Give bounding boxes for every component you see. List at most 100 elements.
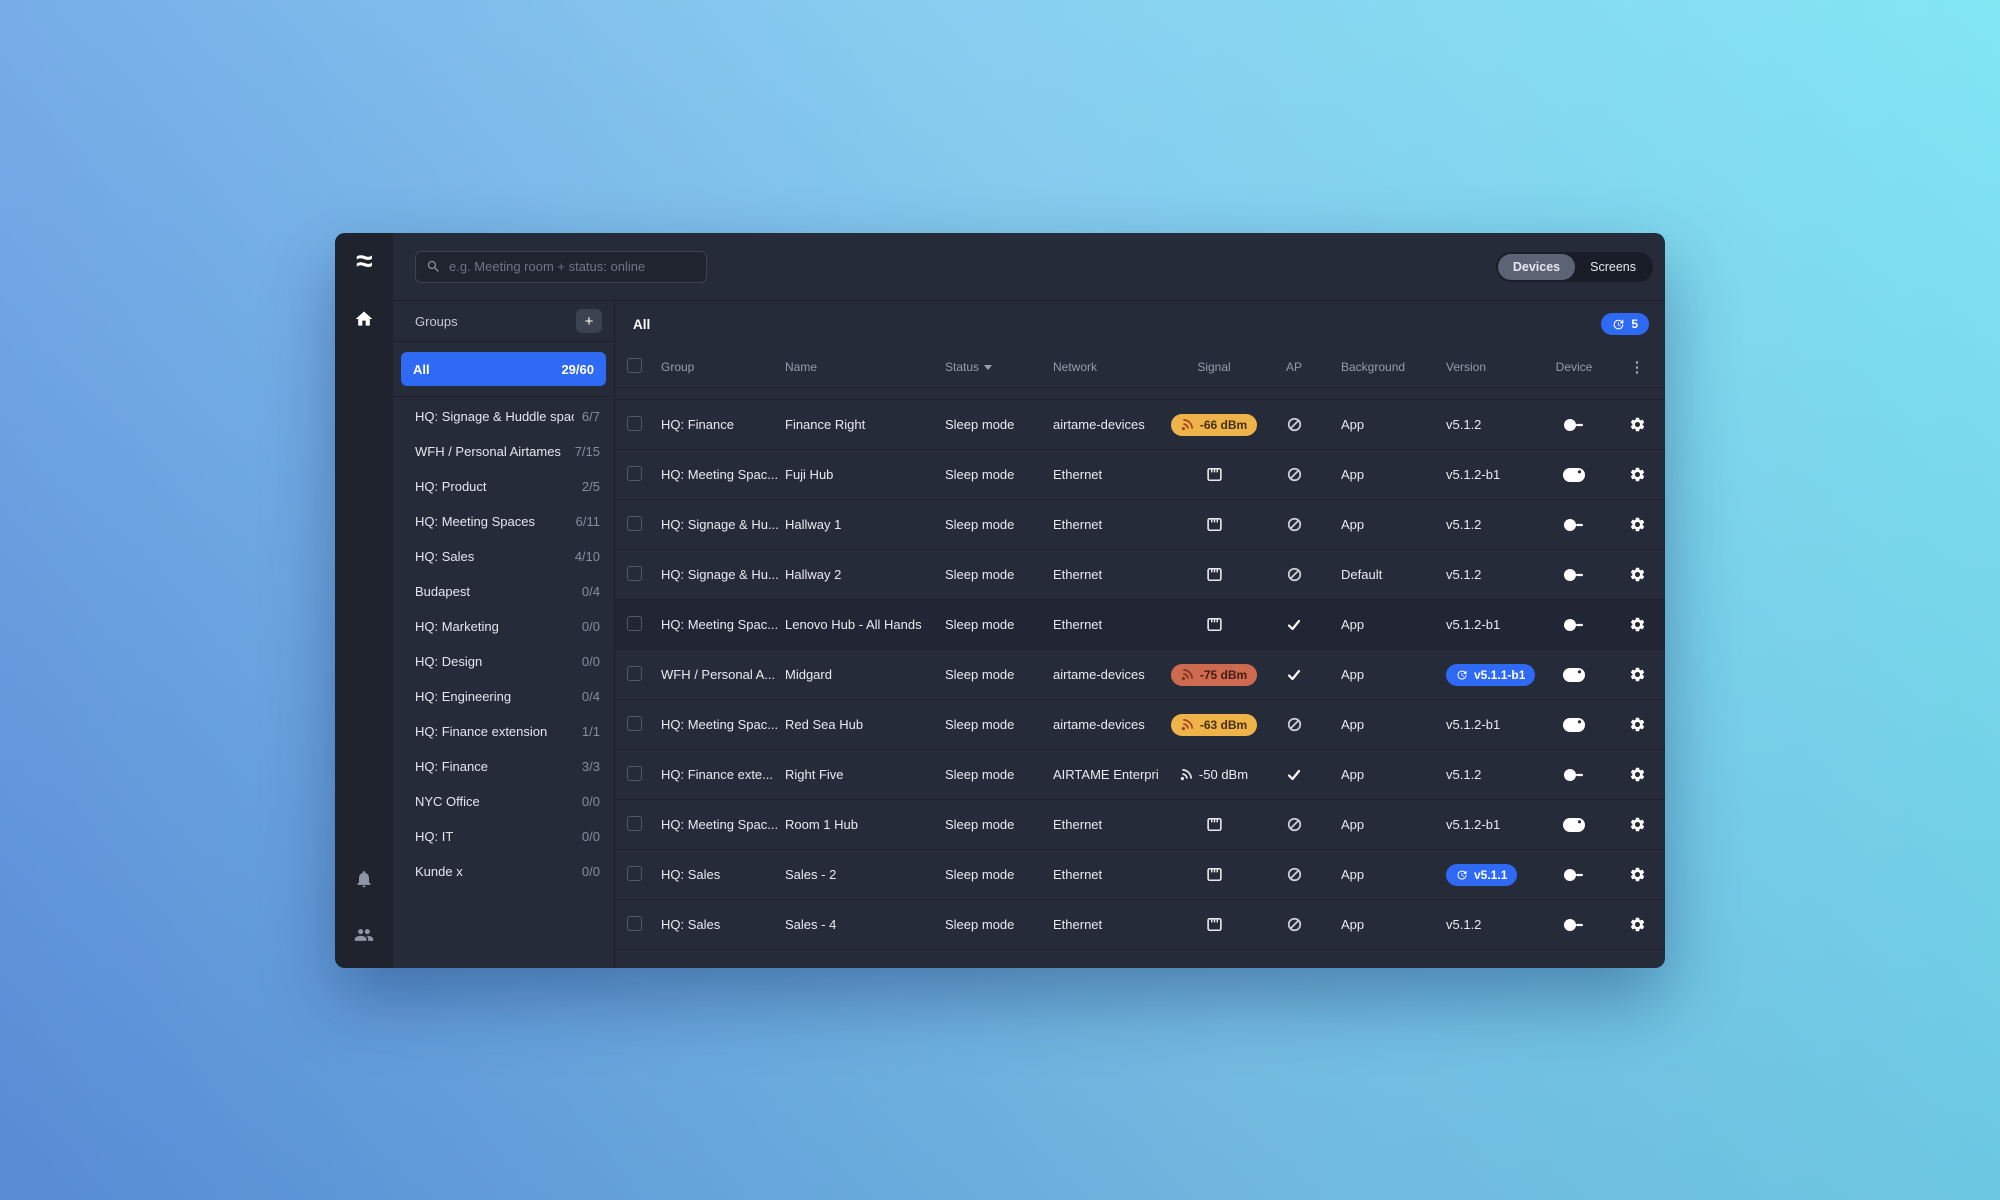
group-item[interactable]: HQ: Sales 4/10 — [415, 549, 600, 564]
group-item-all[interactable]: All 29/60 — [401, 352, 606, 386]
ethernet-icon — [1206, 617, 1222, 632]
group-item[interactable]: HQ: Engineering 0/4 — [415, 689, 600, 704]
select-all-checkbox[interactable] — [627, 358, 642, 373]
col-header-network[interactable]: Network — [1053, 360, 1098, 374]
blocked-icon — [1287, 817, 1301, 832]
groups-list: HQ: Signage & Huddle spaces 6/7 WFH / Per… — [393, 397, 614, 889]
group-all-label: All — [413, 361, 430, 377]
blocked-icon — [1287, 717, 1301, 732]
sort-caret-icon — [984, 365, 993, 371]
notifications-bell-icon[interactable] — [335, 869, 393, 889]
group-item[interactable]: HQ: Design 0/0 — [415, 654, 600, 669]
table-row[interactable]: HQ: Finance Finance Right Sleep mode air… — [615, 399, 1665, 449]
kebab-menu-icon[interactable]: ⋮ — [1629, 359, 1645, 376]
settings-gear-icon[interactable] — [1629, 866, 1646, 883]
table-row[interactable]: HQ: Meeting Spac... Red Sea Hub Sleep mo… — [615, 699, 1665, 749]
home-icon[interactable] — [335, 309, 393, 329]
table-row[interactable]: HQ: Sales Sales - 4 Sleep mode Ethernet … — [615, 899, 1665, 949]
table-row[interactable]: HQ: Signage & Hu... Hallway 1 Sleep mode… — [615, 499, 1665, 549]
search-box[interactable] — [415, 250, 707, 283]
settings-gear-icon[interactable] — [1629, 566, 1646, 583]
blocked-icon — [1287, 567, 1301, 582]
signal-badge: -63 dBm — [1170, 713, 1258, 736]
signal-value: -50 dBm — [1180, 767, 1248, 782]
toggle-screens[interactable]: Screens — [1590, 259, 1636, 274]
settings-gear-icon[interactable] — [1629, 466, 1646, 483]
group-item[interactable]: NYC Office 0/0 — [415, 794, 600, 809]
blocked-icon — [1287, 517, 1301, 532]
table-row[interactable]: HQ: Meeting Spac... Room 1 Hub Sleep mod… — [615, 799, 1665, 849]
update-icon — [1457, 670, 1467, 679]
table-row[interactable]: HQ: Signage & Hu... Hallway 2 Sleep mode… — [615, 549, 1665, 599]
divider — [615, 387, 1665, 399]
group-item[interactable]: WFH / Personal Airtames 7/15 — [415, 444, 600, 459]
device-dongle-icon — [1564, 568, 1583, 581]
settings-gear-icon[interactable] — [1629, 916, 1646, 933]
divider — [393, 396, 614, 397]
ethernet-icon — [1206, 867, 1222, 882]
table-row[interactable]: HQ: Finance exte... Right Five Sleep mod… — [615, 749, 1665, 799]
settings-gear-icon[interactable] — [1629, 616, 1646, 633]
update-icon — [1613, 319, 1624, 329]
col-header-device[interactable]: Device — [1555, 360, 1593, 374]
ethernet-icon — [1206, 917, 1222, 932]
col-header-version[interactable]: Version — [1446, 360, 1487, 374]
settings-gear-icon[interactable] — [1629, 816, 1646, 833]
col-header-group[interactable]: Group — [661, 360, 695, 374]
group-item[interactable]: HQ: Product 2/5 — [415, 479, 600, 494]
group-item[interactable]: HQ: Signage & Huddle spaces 6/7 — [415, 409, 600, 424]
row-checkbox[interactable] — [627, 865, 642, 881]
col-header-status[interactable]: Status — [945, 360, 1041, 374]
pending-updates-badge[interactable]: 5 — [1601, 313, 1649, 335]
add-group-button[interactable]: + — [576, 309, 602, 333]
settings-gear-icon[interactable] — [1629, 416, 1646, 433]
table-title: All — [633, 316, 651, 332]
group-item[interactable]: Kunde x 0/0 — [415, 864, 600, 879]
search-input[interactable] — [449, 259, 696, 274]
row-checkbox[interactable] — [627, 765, 642, 781]
row-checkbox[interactable] — [627, 615, 642, 631]
settings-gear-icon[interactable] — [1629, 666, 1646, 683]
ethernet-icon — [1206, 467, 1222, 482]
device-dongle-icon — [1564, 618, 1583, 631]
col-header-name[interactable]: Name — [785, 360, 818, 374]
devices-table: All 5 Group Name Status Network Signal A… — [615, 301, 1665, 968]
group-item[interactable]: HQ: Meeting Spaces 6/11 — [415, 514, 600, 529]
users-icon[interactable] — [335, 925, 393, 945]
table-row[interactable]: HQ: Meeting Spac... Fuji Hub Sleep mode … — [615, 449, 1665, 499]
toggle-devices[interactable]: Devices — [1497, 253, 1576, 280]
row-checkbox[interactable] — [627, 465, 642, 481]
settings-gear-icon[interactable] — [1629, 716, 1646, 733]
settings-gear-icon[interactable] — [1629, 516, 1646, 533]
device-hub-icon — [1563, 717, 1585, 732]
row-checkbox[interactable] — [627, 815, 642, 831]
row-checkbox[interactable] — [627, 915, 642, 931]
group-item[interactable]: HQ: IT 0/0 — [415, 829, 600, 844]
settings-gear-icon[interactable] — [1629, 766, 1646, 783]
device-dongle-icon — [1564, 418, 1583, 431]
group-item[interactable]: HQ: Marketing 0/0 — [415, 619, 600, 634]
table-header-row: Group Name Status Network Signal AP Back… — [615, 347, 1665, 387]
row-checkbox[interactable] — [627, 665, 642, 681]
table-row[interactable]: WFH / Personal A... Midgard Sleep mode a… — [615, 649, 1665, 699]
search-icon — [427, 260, 439, 272]
row-checkbox[interactable] — [627, 415, 642, 431]
table-row[interactable]: HQ: Meeting Spac... Lenovo Hub - All Han… — [615, 599, 1665, 649]
row-checkbox[interactable] — [627, 565, 642, 581]
group-item[interactable]: HQ: Finance 3/3 — [415, 759, 600, 774]
check-icon — [1287, 669, 1301, 680]
row-checkbox[interactable] — [627, 515, 642, 531]
row-checkbox[interactable] — [627, 715, 642, 731]
table-row[interactable]: HQ: Sales Sales - 2 Sleep mode Ethernet … — [615, 849, 1665, 899]
group-all-count: 29/60 — [561, 361, 594, 377]
group-item[interactable]: HQ: Finance extension 1/1 — [415, 724, 600, 739]
icon-rail: ≈ — [335, 233, 393, 968]
col-header-background[interactable]: Background — [1341, 360, 1406, 374]
groups-panel: Groups + All 29/60 HQ: Signage & Huddle … — [393, 301, 615, 968]
device-hub-icon — [1563, 817, 1585, 832]
group-item[interactable]: Budapest 0/4 — [415, 584, 600, 599]
device-dongle-icon — [1564, 518, 1583, 531]
col-header-signal[interactable]: Signal — [1197, 360, 1231, 374]
wifi-icon — [1180, 769, 1192, 781]
col-header-ap[interactable]: AP — [1285, 360, 1302, 374]
